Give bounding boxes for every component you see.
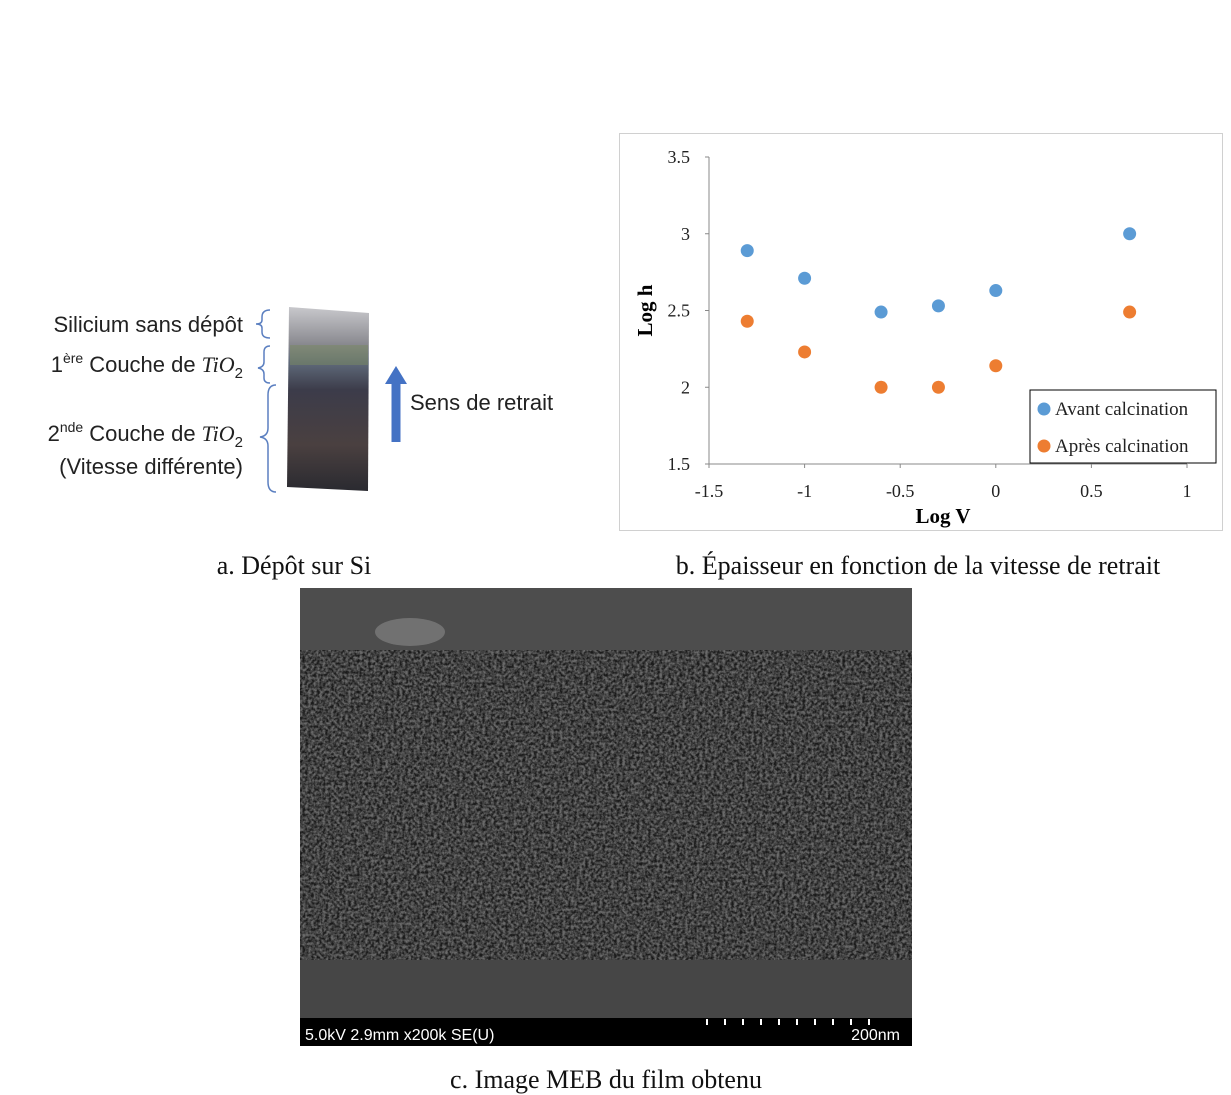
y-axis-label: Log h [633, 284, 657, 336]
caption: a. Dépôt sur Si [217, 551, 372, 580]
label: 2nde Couche de TiO2 [48, 419, 243, 451]
y-tick-label: 2.5 [668, 301, 691, 321]
sample-layer [290, 345, 368, 365]
chart: 1.5 2 2.5 3 3.5 -1.5 -1 -0.5 0 0.5 1 Log V Log h Avan… [633, 147, 1217, 528]
legend-marker [1037, 439, 1051, 453]
x-tick-label: 0 [991, 481, 1000, 501]
label: 1ère Couche de TiO2 [51, 350, 243, 382]
sample-photo [287, 307, 369, 491]
point [798, 345, 812, 359]
legend-box [1029, 389, 1217, 464]
sem-substrate [300, 960, 912, 1018]
label: (Vitesse différente) [59, 454, 243, 479]
x-tick-label: -0.5 [886, 481, 915, 501]
point [1123, 305, 1137, 319]
legend-label: Après calcination [1055, 436, 1189, 457]
point [931, 380, 945, 394]
y-tick-label: 2 [681, 377, 690, 397]
point [989, 359, 1003, 373]
caption: b. Épaisseur en fonction de la vitesse d… [676, 551, 1161, 580]
point [874, 380, 888, 394]
point [740, 244, 754, 258]
brace [255, 309, 271, 339]
x-tick-label: -1.5 [695, 481, 724, 501]
label: Silicium sans dépôt [53, 312, 243, 337]
panel-c: 5.0kV 2.9mm x200k SE(U) 200nm c. Image M… [300, 588, 912, 1094]
sem-scale: 200nm [851, 1027, 900, 1044]
sem-info-bar [300, 1018, 912, 1046]
brace [259, 384, 277, 493]
x-axis-label: Log V [915, 504, 970, 528]
point [874, 305, 888, 319]
y-tick-label: 3 [681, 224, 690, 244]
point [740, 314, 754, 328]
sem-scale-bar [706, 1019, 870, 1025]
point [931, 299, 945, 313]
y-tick-label: 3.5 [668, 147, 691, 167]
x-tick-label: 1 [1183, 481, 1192, 501]
point [798, 271, 812, 285]
x-tick-label: 0.5 [1080, 481, 1103, 501]
arrow-label: Sens de retrait [410, 390, 553, 415]
y-tick-label: 1.5 [668, 454, 691, 474]
arrow-head [385, 366, 407, 384]
caption: c. Image MEB du film obtenu [450, 1065, 762, 1094]
panel-a: Silicium sans dépôt 1ère Couche de TiO2 2n… [48, 307, 553, 580]
point [989, 284, 1003, 298]
brace [257, 345, 271, 384]
sem-info: 5.0kV 2.9mm x200k SE(U) [305, 1027, 494, 1044]
legend-marker [1037, 402, 1051, 416]
chart-frame [619, 133, 1223, 531]
x-tick-label: -1 [797, 481, 812, 501]
sem-texture [300, 650, 912, 960]
sem-particle [375, 618, 445, 646]
point [1123, 227, 1137, 241]
legend-label: Avant calcination [1055, 399, 1189, 420]
